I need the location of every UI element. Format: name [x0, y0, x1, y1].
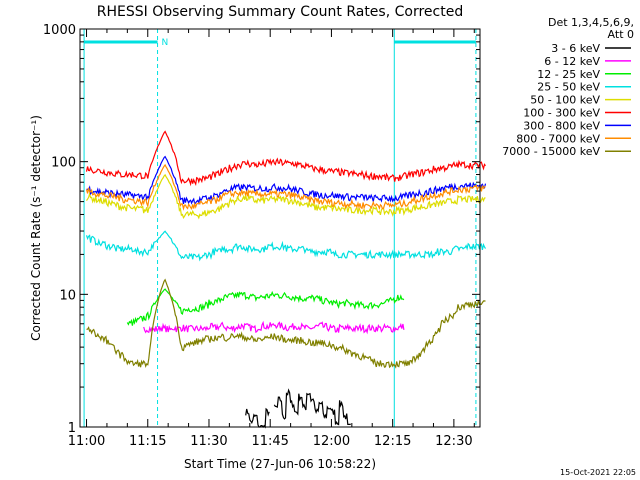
legend-entry-label: 3 - 6 keV — [551, 42, 600, 55]
plot-frame — [79, 28, 481, 428]
y-tick-label: 10 — [59, 288, 76, 303]
y-tick-label: 100 — [51, 156, 76, 171]
footer-timestamp: 15-Oct-2021 22:05 — [560, 468, 636, 477]
series-line — [86, 278, 486, 369]
y-tick-label: 1000 — [43, 23, 76, 38]
series-line — [85, 230, 487, 262]
x-axis-label: Start Time (27-Jun-06 10:58:22) — [184, 457, 376, 471]
legend-entry-label: 6 - 12 keV — [544, 55, 600, 68]
legend-entry-label: 800 - 7000 keV — [516, 132, 600, 145]
axes: 1 10 100 1000 11:00 11:15 11:30 11:45 12:00 12:15… — [43, 23, 480, 449]
x-tick-label: 12:15 — [374, 434, 411, 449]
legend-entry-label: 300 - 800 keV — [523, 119, 600, 132]
legend-entry-label: 25 - 50 keV — [537, 81, 600, 94]
y-axis-label: Corrected Count Rate (s⁻¹ detector⁻¹) — [29, 115, 43, 341]
night-marker: N — [162, 38, 169, 48]
x-tick-label: 11:15 — [129, 434, 166, 449]
series-line — [126, 288, 405, 326]
legend-entry-label: 100 - 300 keV — [523, 107, 600, 120]
series-line — [86, 155, 487, 206]
legend-entry-label: 50 - 100 keV — [530, 94, 600, 107]
chart-title: RHESSI Observing Summary Count Rates, Co… — [97, 4, 463, 20]
legend-attenuator-line: Att 0 — [608, 28, 634, 41]
series-line — [86, 173, 486, 220]
series-line — [143, 320, 405, 335]
legend-entry-label: 7000 - 15000 keV — [502, 145, 600, 158]
x-tick-label: 11:30 — [190, 434, 227, 449]
series-line — [85, 163, 486, 211]
legend-entry-label: 12 - 25 keV — [537, 68, 600, 81]
series-line — [85, 130, 486, 187]
x-tick-label: 11:45 — [251, 434, 288, 449]
legend-detector-line: Det 1,3,4,5,6,9, — [548, 16, 634, 29]
series-line — [245, 388, 351, 429]
y-tick-label: 1 — [68, 421, 76, 436]
x-tick-label: 12:30 — [435, 434, 472, 449]
x-tick-label: 12:00 — [313, 434, 350, 449]
x-tick-label: 11:00 — [68, 434, 105, 449]
plot-area: N — [83, 29, 487, 429]
